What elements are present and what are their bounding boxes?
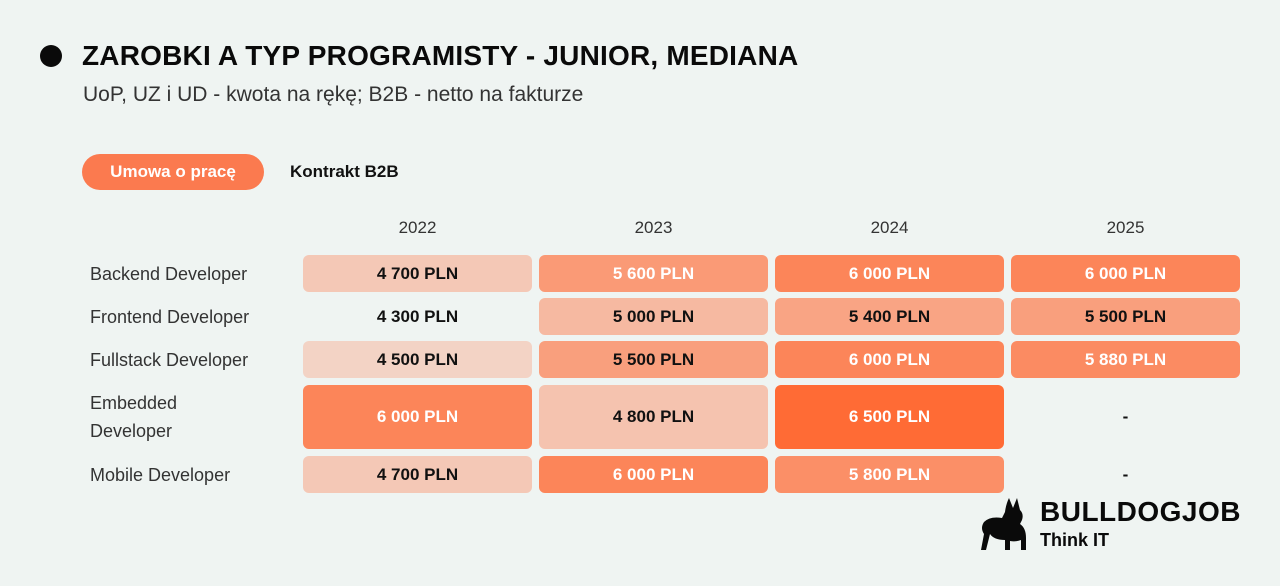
salary-cell: 6 000 PLN: [775, 255, 1004, 292]
salary-cell: 6 500 PLN: [775, 385, 1004, 449]
year-header-2022: 2022: [398, 218, 437, 237]
page-title: ZAROBKI A TYP PROGRAMISTY - JUNIOR, MEDI…: [82, 40, 799, 71]
bullet-icon: [40, 45, 62, 67]
salary-cell: 5 500 PLN: [539, 341, 768, 378]
row-label: Fullstack Developer: [90, 349, 249, 370]
year-header-2024: 2024: [870, 218, 909, 237]
salary-cell: -: [1122, 407, 1129, 426]
salary-cell: 5 800 PLN: [775, 456, 1004, 493]
tab-kontrakt-b2b[interactable]: Kontrakt B2B: [290, 162, 399, 181]
bulldog-icon: [981, 498, 1026, 550]
year-header-row: 2022 2023 2024 2025: [0, 218, 1280, 244]
page-subtitle: UoP, UZ i UD - kwota na rękę; B2B - nett…: [83, 83, 584, 106]
salary-cell: 5 000 PLN: [539, 298, 768, 335]
row-label: Frontend Developer: [90, 306, 250, 327]
title-row: ZAROBKI A TYP PROGRAMISTY - JUNIOR, MEDI…: [40, 40, 798, 72]
salary-cell: 4 700 PLN: [303, 255, 532, 292]
logo-name: BULLDOGJOB: [1040, 496, 1241, 527]
row-label: Backend Developer: [90, 263, 248, 284]
logo-tagline: Think IT: [1040, 530, 1109, 550]
year-header-2023: 2023: [634, 218, 673, 237]
salary-cell: 6 000 PLN: [775, 341, 1004, 378]
salary-cell: -: [1122, 464, 1129, 484]
salary-cell: 4 800 PLN: [539, 385, 768, 449]
salary-cell: 6 000 PLN: [303, 385, 532, 449]
salary-cell: 5 880 PLN: [1011, 341, 1240, 378]
row-label: Embedded Developer: [90, 393, 178, 441]
bulldogjob-logo: BULLDOGJOB Think IT: [976, 494, 1266, 554]
year-header-2025: 2025: [1106, 218, 1145, 237]
tab-umowa-o-prace[interactable]: Umowa o pracę: [82, 154, 264, 190]
contract-tabs: Umowa o pracę Kontrakt B2B: [82, 154, 399, 190]
row-label: Mobile Developer: [90, 464, 231, 485]
salary-cell: 6 000 PLN: [539, 456, 768, 493]
salary-cell: 6 000 PLN: [1011, 255, 1240, 292]
salary-cell: 4 700 PLN: [303, 456, 532, 493]
salary-cell: 5 500 PLN: [1011, 298, 1240, 335]
salary-cell: 4 500 PLN: [303, 341, 532, 378]
salary-cell: 5 600 PLN: [539, 255, 768, 292]
salary-cell: 4 300 PLN: [376, 306, 459, 326]
salary-cell: 5 400 PLN: [775, 298, 1004, 335]
